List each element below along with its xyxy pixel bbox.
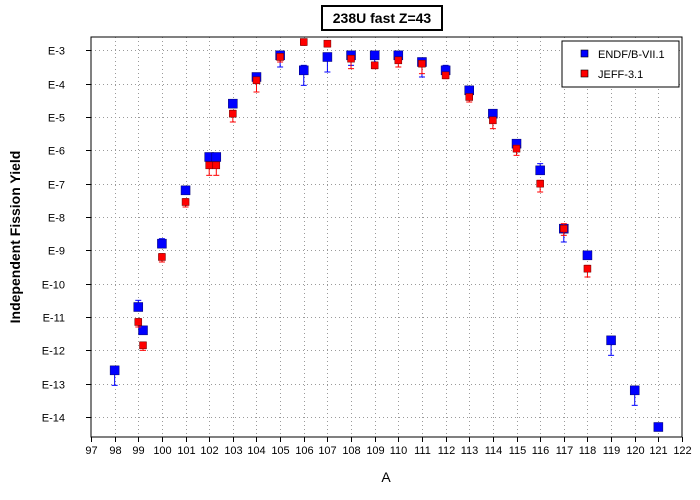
- x-tick-label: 112: [438, 445, 456, 457]
- y-tick-label: E-3: [48, 46, 65, 58]
- x-tick-label: 104: [247, 445, 265, 457]
- x-tick-label: 105: [271, 445, 289, 457]
- y-tick-label: E-10: [42, 280, 65, 292]
- y-tick-label: E-4: [48, 80, 65, 92]
- data-point: [536, 179, 544, 188]
- data-point: [138, 325, 148, 336]
- data-point: [394, 56, 403, 65]
- data-point: [228, 98, 238, 109]
- x-axis: 97 98 99 100 101 102 103 104 105 106 107 108 109 110 1…: [85, 437, 692, 457]
- data-point: [583, 264, 592, 273]
- data-point: [133, 302, 144, 312]
- x-tick-label: 103: [224, 445, 242, 457]
- x-tick-label: 114: [485, 445, 503, 457]
- x-tick-label: 109: [366, 445, 384, 457]
- data-point: [229, 109, 237, 118]
- y-axis: E-3 E-4 E-5 E-6 E-7 E-8 E-9 E-10 E-11 E-12 E-13 E-1…: [42, 46, 91, 425]
- x-tick-label: 102: [200, 445, 218, 457]
- y-tick-label: E-11: [43, 313, 65, 325]
- data-point: [441, 71, 450, 80]
- data-point: [134, 318, 143, 326]
- plot-frame: [90, 36, 683, 438]
- x-tick-label: 98: [109, 445, 121, 457]
- title-border: [321, 5, 443, 31]
- data-point: [109, 365, 120, 376]
- x-tick-label: 113: [461, 445, 479, 457]
- grid-lines: [91, 37, 682, 437]
- x-axis-title: A: [381, 469, 391, 485]
- x-tick-label: 111: [414, 445, 431, 457]
- series-jeff: [134, 38, 592, 351]
- x-tick-label: 117: [556, 445, 574, 457]
- data-point: [157, 238, 167, 249]
- x-tick-label: 110: [390, 445, 408, 457]
- data-point: [299, 65, 309, 76]
- y-tick-label: E-12: [42, 346, 65, 358]
- data-point: [560, 224, 568, 233]
- data-point: [369, 50, 380, 61]
- y-axis-title: Independent Fission Yield: [7, 151, 23, 324]
- data-point: [139, 341, 147, 350]
- data-point: [582, 250, 593, 261]
- data-point: [323, 39, 332, 48]
- legend: ENDF/B-VII.1 JEFF-3.1: [561, 40, 680, 88]
- data-point: [211, 152, 222, 162]
- y-tick-label: E-5: [48, 113, 65, 125]
- legend-marker-jeff: [580, 69, 589, 78]
- data-point: [535, 165, 545, 176]
- y-tick-label: E-8: [48, 213, 65, 225]
- y-tick-label: E-6: [48, 146, 65, 158]
- x-tick-label: 120: [626, 445, 644, 457]
- data-point: [300, 38, 308, 46]
- data-point: [347, 54, 355, 63]
- data-point: [276, 53, 284, 61]
- data-point: [489, 116, 497, 125]
- chart-title: 238U fast Z=43: [333, 10, 432, 26]
- data-point: [629, 385, 640, 396]
- x-tick-label: 116: [532, 445, 550, 457]
- data-point: [322, 52, 333, 62]
- legend-label-jeff: JEFF-3.1: [598, 69, 643, 81]
- data-point: [158, 253, 166, 261]
- data-point: [653, 422, 664, 432]
- y-tick-label: E-9: [48, 246, 65, 258]
- data-point: [606, 335, 616, 346]
- y-tick-label: E-13: [42, 380, 65, 392]
- data-point: [205, 161, 213, 170]
- x-tick-label: 115: [509, 445, 527, 457]
- x-tick-label: 118: [579, 445, 597, 457]
- x-tick-label: 121: [649, 445, 667, 457]
- x-tick-label: 101: [177, 445, 195, 457]
- x-tick-label: 122: [673, 445, 691, 457]
- x-tick-label: 106: [295, 445, 313, 457]
- x-tick-label: 119: [603, 445, 621, 457]
- data-point: [512, 144, 521, 153]
- data-point: [212, 161, 221, 170]
- data-point: [180, 185, 191, 196]
- y-tick-label: E-7: [48, 180, 65, 192]
- y-tick-label: E-14: [42, 413, 65, 425]
- data-point: [181, 198, 190, 206]
- legend-label-endf: ENDF/B-VII.1: [598, 49, 665, 61]
- legend-box: [561, 40, 680, 88]
- data-point: [370, 61, 379, 70]
- x-tick-label: 97: [85, 445, 97, 457]
- title-box: 238U fast Z=43: [321, 5, 443, 31]
- data-point: [465, 93, 473, 101]
- data-point: [252, 76, 261, 85]
- series-layer: [109, 38, 664, 432]
- x-tick-label: 107: [318, 445, 336, 457]
- data-point: [418, 59, 426, 68]
- x-tick-label: 99: [132, 445, 144, 457]
- legend-marker-endf: [580, 49, 589, 58]
- x-tick-label: 108: [342, 445, 360, 457]
- x-tick-label: 100: [153, 445, 171, 457]
